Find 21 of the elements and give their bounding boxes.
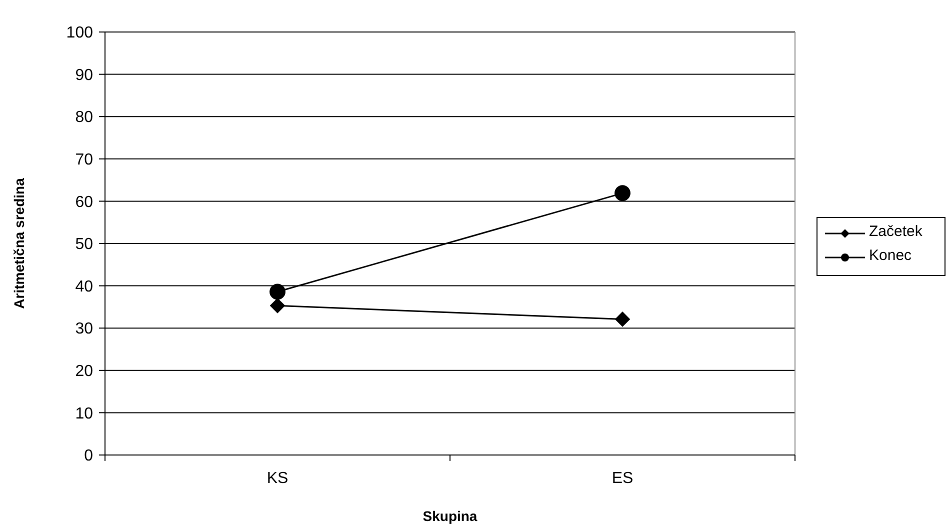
y-tick-label: 40	[75, 278, 94, 296]
y-tick-label: 70	[75, 152, 94, 168]
x-tick-label: ES	[612, 470, 634, 487]
y-axis-title: Aritmetična sredina	[11, 178, 27, 309]
x-axis-title: Skupina	[422, 508, 478, 524]
y-tick-label: 10	[75, 405, 94, 422]
legend-label: Konec	[869, 246, 912, 264]
y-tick-label: 50	[75, 236, 94, 254]
legend-label: Začetek	[869, 222, 923, 240]
point	[270, 284, 286, 300]
y-tick-label: 0	[84, 448, 94, 465]
y-tick-label: 30	[75, 320, 94, 338]
y-tick-label: 60	[75, 194, 94, 211]
point	[270, 298, 286, 314]
point	[614, 312, 630, 327]
y-tick-label: 90	[75, 66, 94, 84]
y-tick-label: 100	[66, 24, 94, 42]
point	[614, 185, 630, 202]
y-tick-label: 80	[75, 109, 94, 126]
y-tick-label: 20	[75, 363, 94, 380]
x-tick-label: KS	[266, 470, 288, 487]
